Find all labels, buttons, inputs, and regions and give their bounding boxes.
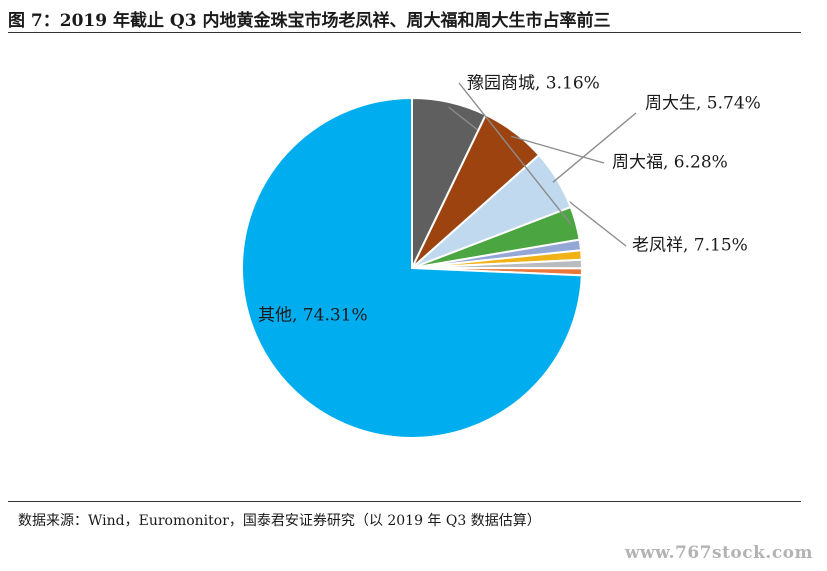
pie-slice-其他 <box>241 96 583 439</box>
slice-label-其他: 其他, 74.31% <box>258 306 368 326</box>
leader-line-豫园商城 <box>458 82 572 225</box>
slice-label-周大生: 周大生, 5.74% <box>645 94 761 114</box>
leader-line-周大生 <box>552 112 637 183</box>
leader-line-周大福 <box>511 135 605 164</box>
slice-label-豫园商城: 豫园商城, 3.16% <box>467 74 600 94</box>
bottom-rule <box>8 501 801 502</box>
watermark: www.767stock.com <box>624 543 813 563</box>
pie-chart: 老凤祥, 7.15% 周大福, 6.28% 周大生, 5.74% 豫园商城, 3.16… <box>241 74 761 439</box>
top-rule <box>8 32 801 33</box>
source-note: 数据来源：Wind，Euromonitor，国泰君安证券研究（以 2019 年 … <box>18 513 541 529</box>
slice-label-周大福: 周大福, 6.28% <box>612 153 728 173</box>
slice-label-老凤祥: 老凤祥, 7.15% <box>632 236 748 256</box>
figure-title: 图 7：2019 年截止 Q3 内地黄金珠宝市场老凤祥、周大福和周大生市占率前三 <box>8 11 611 31</box>
